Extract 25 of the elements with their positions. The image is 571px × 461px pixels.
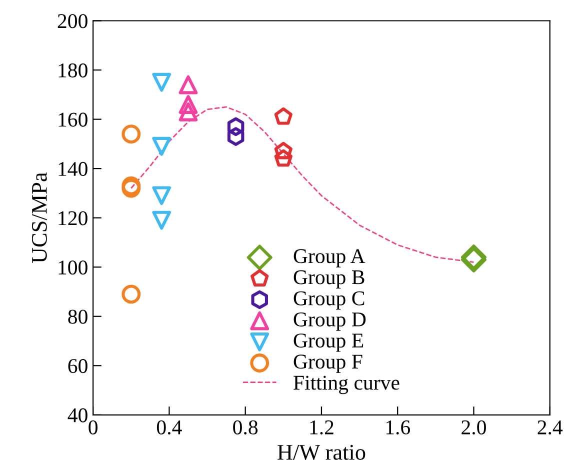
y-tick-label: 60 [68,359,88,374]
x-tick-label: 1.2 [310,420,334,435]
y-tick-label: 180 [58,63,88,78]
legend-label: Group D [294,312,366,331]
x-axis-title: H/W ratio [278,444,366,460]
y-tick-label: 160 [58,112,88,127]
legend-label: Group A [294,249,366,268]
x-tick-label: 2.4 [538,420,563,435]
legend-label: Group B [294,270,364,288]
y-tick-label: 200 [58,14,88,28]
y-tick-label: 80 [68,310,88,324]
y-axis-title: UCS/MPa [32,172,47,264]
x-tick-label: 0 [88,420,98,434]
x-tick-label: 0.8 [233,420,258,435]
y-tick-label: 140 [58,162,88,176]
legend-label: Fitting curve [294,376,400,394]
legend-label: Group F [294,354,362,373]
y-tick-label: 100 [58,260,88,275]
y-tick-label: 120 [58,211,88,226]
legend-label: Group C [294,291,364,310]
legend-label: Group E [294,334,364,352]
x-tick-label: 0.4 [156,420,182,435]
x-tick-label: 1.6 [386,420,410,435]
y-tick-label: 40 [68,408,88,422]
x-tick-label: 2.0 [462,420,486,435]
